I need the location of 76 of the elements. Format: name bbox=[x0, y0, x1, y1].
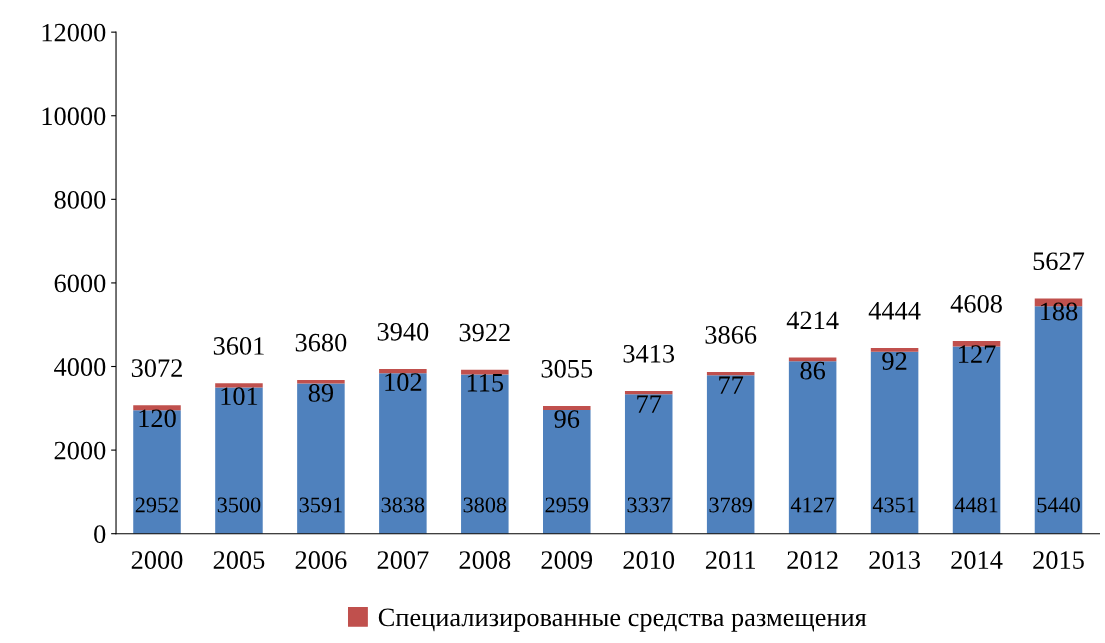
y-tick-label: 4000 bbox=[54, 358, 106, 376]
bar bbox=[624, 394, 673, 534]
data-label: 2952 bbox=[135, 497, 178, 513]
bar bbox=[215, 383, 263, 388]
bar bbox=[461, 374, 509, 534]
bar bbox=[870, 347, 919, 352]
bar bbox=[543, 406, 591, 411]
total-label: 3940 bbox=[377, 322, 429, 341]
x-tick-label: 2012 bbox=[787, 551, 838, 569]
y-tick-label: 2000 bbox=[54, 441, 106, 460]
x-tick-label: 2006 bbox=[295, 551, 347, 569]
data-label: 77 bbox=[719, 376, 744, 394]
data-label: 188 bbox=[1041, 302, 1078, 321]
bar bbox=[379, 373, 427, 534]
bar bbox=[297, 383, 345, 534]
data-label: 101 bbox=[221, 387, 258, 406]
data-label: 2959 bbox=[545, 497, 589, 513]
bar bbox=[215, 387, 263, 534]
bar bbox=[706, 372, 755, 376]
total-label: 3601 bbox=[213, 337, 264, 355]
data-label: 4127 bbox=[790, 497, 835, 513]
bar bbox=[624, 391, 673, 395]
bar bbox=[952, 346, 1001, 534]
bar bbox=[788, 361, 837, 534]
data-label: 92 bbox=[882, 352, 907, 370]
total-label: 3072 bbox=[131, 359, 182, 377]
total-label: 4214 bbox=[786, 311, 839, 329]
data-label: 115 bbox=[467, 373, 504, 392]
total-label: 5627 bbox=[1033, 252, 1085, 271]
data-label: 127 bbox=[959, 345, 996, 363]
x-tick-label: 2000 bbox=[131, 551, 183, 569]
bar bbox=[706, 375, 755, 534]
data-label: 3591 bbox=[299, 497, 342, 513]
bar bbox=[461, 369, 509, 375]
x-tick-label: 2009 bbox=[541, 551, 593, 569]
bar bbox=[133, 410, 181, 534]
x-tick-label: 2013 bbox=[869, 551, 920, 569]
x-tick-label: 2007 bbox=[377, 551, 429, 569]
y-tick-label: 10000 bbox=[42, 107, 106, 126]
bar bbox=[543, 410, 591, 534]
y-tick-label: 6000 bbox=[54, 274, 106, 293]
total-label: 3922 bbox=[459, 323, 510, 342]
total-label: 3055 bbox=[541, 359, 593, 378]
total-label: 3866 bbox=[705, 325, 757, 344]
bar bbox=[870, 351, 919, 534]
data-label: 3789 bbox=[709, 497, 752, 513]
x-tick-label: 2014 bbox=[951, 551, 1003, 569]
data-label: 3808 bbox=[463, 497, 507, 513]
data-label: 3838 bbox=[381, 497, 425, 513]
total-label: 4444 bbox=[868, 302, 921, 320]
y-tick-label: 0 bbox=[94, 525, 106, 544]
data-label: 86 bbox=[800, 361, 826, 380]
x-tick-label: 2011 bbox=[705, 551, 755, 569]
data-label: 96 bbox=[554, 410, 580, 428]
bar bbox=[133, 405, 181, 411]
bar bbox=[297, 379, 345, 384]
total-label: 3413 bbox=[623, 344, 675, 363]
data-label: 120 bbox=[139, 409, 176, 428]
data-label: 102 bbox=[385, 373, 422, 391]
legend-label: Специализированные средства размещения bbox=[378, 608, 867, 632]
x-tick-label: 2005 bbox=[213, 551, 265, 569]
data-label: 5440 bbox=[1037, 497, 1080, 513]
y-tick-label: 8000 bbox=[54, 190, 106, 209]
data-label: 89 bbox=[308, 383, 334, 402]
total-label: 3680 bbox=[295, 333, 347, 352]
total-label: 4608 bbox=[950, 294, 1002, 313]
data-label: 4481 bbox=[954, 497, 998, 513]
data-label: 3500 bbox=[217, 497, 261, 513]
data-label: 4351 bbox=[872, 497, 916, 513]
x-tick-label: 2015 bbox=[1033, 551, 1084, 569]
y-tick-label: 12000 bbox=[42, 23, 106, 42]
data-label: 3337 bbox=[627, 497, 671, 513]
bar bbox=[379, 369, 427, 374]
data-label: 77 bbox=[637, 395, 662, 413]
x-tick-label: 2008 bbox=[459, 551, 511, 569]
x-tick-label: 2010 bbox=[623, 551, 675, 569]
